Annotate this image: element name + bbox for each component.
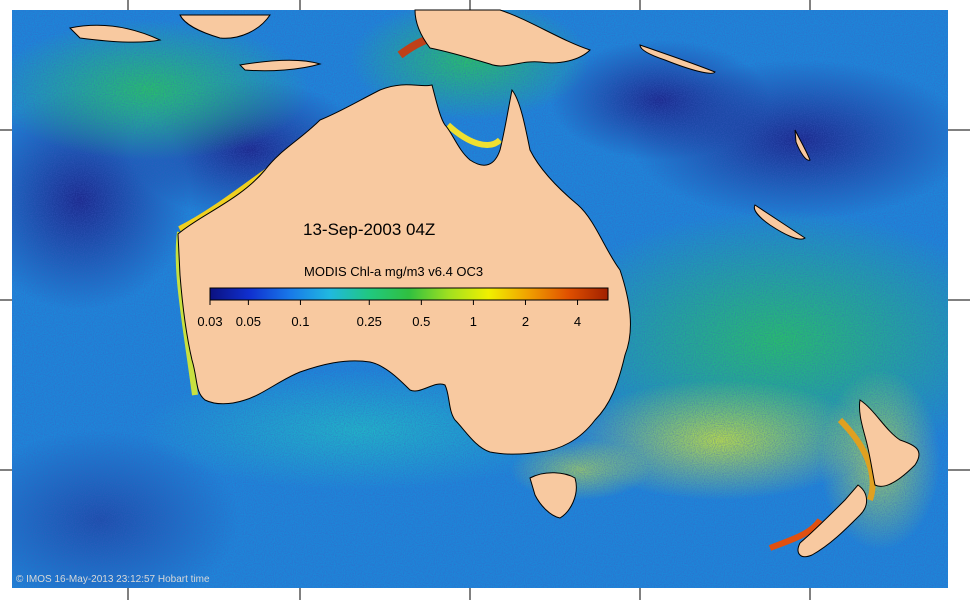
new-caledonia <box>753 204 806 240</box>
timor <box>238 59 322 72</box>
colorbar-tick-label: 0.5 <box>412 314 431 329</box>
vanuatu <box>794 129 811 161</box>
colorbar-tick-label: 2 <box>521 314 530 329</box>
colorbar-tick-label: 0.1 <box>291 314 310 329</box>
colorbar-tick-label: 1 <box>469 314 478 329</box>
colorbar-tick-label: 0.05 <box>235 314 262 329</box>
tasmania <box>529 472 577 519</box>
java-strip <box>68 24 162 43</box>
land <box>68 9 920 558</box>
borneo-sulawesi-fragment <box>179 14 271 39</box>
nz-north-island <box>859 399 920 487</box>
colorbar-tick-label: 4 <box>573 314 582 329</box>
colorbar-title: MODIS Chl-a mg/m3 v6.4 OC3 <box>304 264 484 279</box>
australia-mainland <box>177 84 631 455</box>
date-label: 13-Sep-2003 04Z <box>303 220 436 239</box>
colorbar-ticks <box>209 300 579 305</box>
colorbar <box>209 287 609 305</box>
colorbar-tick-label: 0.25 <box>356 314 382 329</box>
credit-text: © IMOS 16-May-2013 23:12:57 Hobart time <box>16 574 210 585</box>
new-guinea <box>414 9 591 67</box>
nz-south-island <box>797 484 867 558</box>
solomon-islands <box>639 44 716 74</box>
colorbar-tick-label: 0.03 <box>197 314 223 329</box>
colorbar-gradient <box>209 287 609 301</box>
